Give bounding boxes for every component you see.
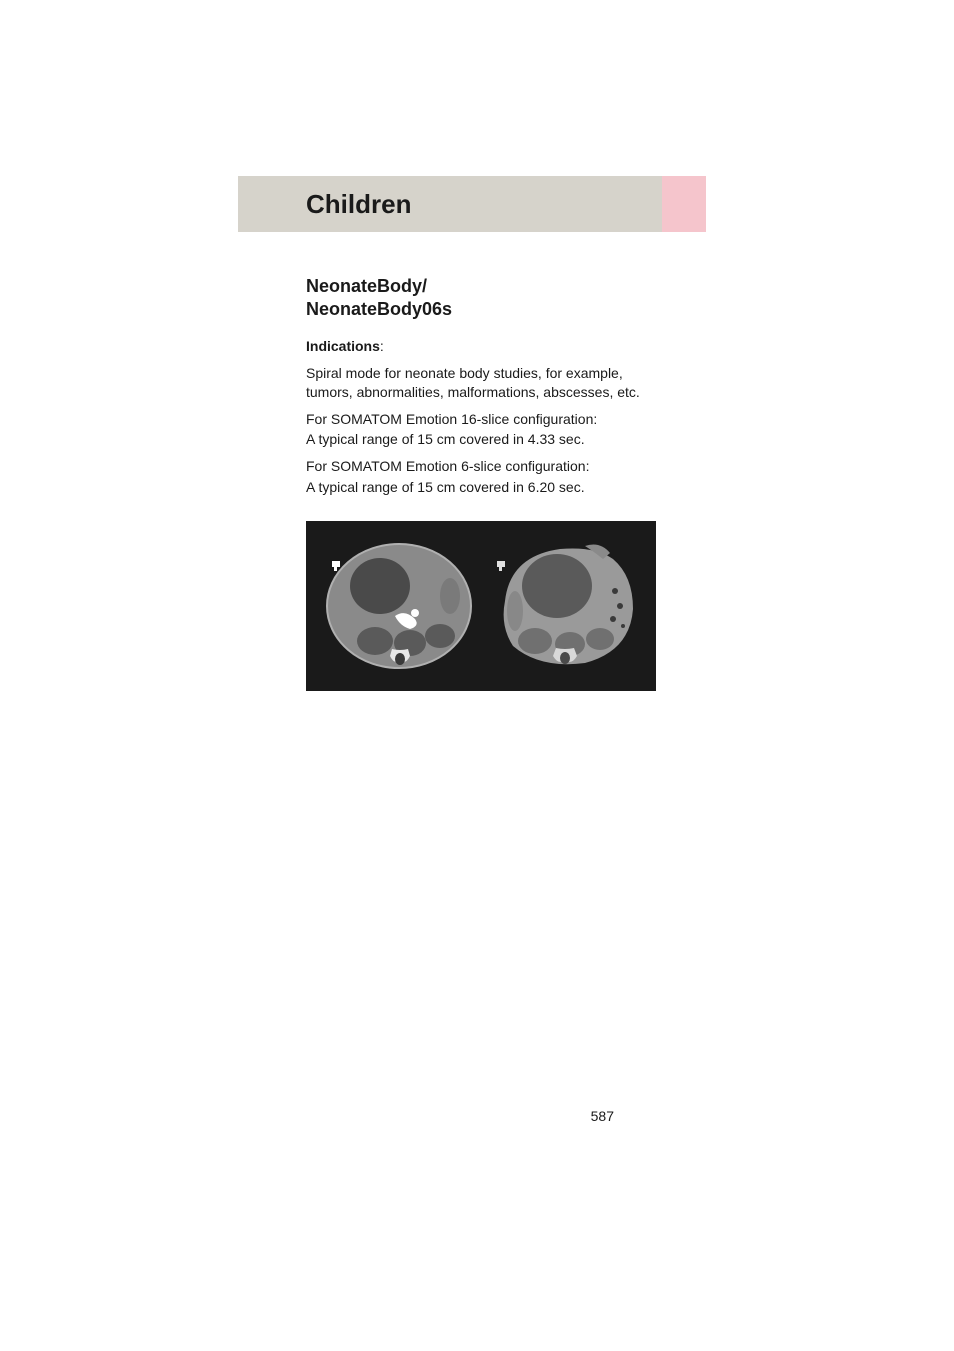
section-title-line1: NeonateBody/ bbox=[306, 276, 427, 296]
body-paragraph-4: For SOMATOM Emotion 6-slice configuratio… bbox=[306, 457, 656, 476]
indications-colon: : bbox=[380, 338, 384, 354]
ct-scan-left bbox=[320, 531, 478, 681]
body-paragraph-1: Spiral mode for neonate body studies, fo… bbox=[306, 364, 656, 402]
content-area: NeonateBody/ NeonateBody06s Indications:… bbox=[306, 275, 656, 691]
indications-row: Indications: bbox=[306, 338, 656, 356]
chapter-header-pink-accent bbox=[662, 176, 706, 232]
ct-scan-right bbox=[485, 531, 643, 681]
section-title: NeonateBody/ NeonateBody06s bbox=[306, 275, 656, 322]
section-title-line2: NeonateBody06s bbox=[306, 299, 452, 319]
ct-scan-right-svg bbox=[485, 531, 643, 681]
body-paragraph-5: A typical range of 15 cm covered in 6.20… bbox=[306, 478, 656, 497]
chapter-title: Children bbox=[306, 189, 411, 220]
ct-scan-left-svg bbox=[320, 531, 478, 681]
page-number: 587 bbox=[591, 1108, 614, 1124]
chapter-header-gray-bg: Children bbox=[238, 176, 662, 232]
indications-label: Indications bbox=[306, 338, 380, 354]
body-paragraph-2: For SOMATOM Emotion 16-slice configurati… bbox=[306, 410, 656, 429]
body-paragraph-3: A typical range of 15 cm covered in 4.33… bbox=[306, 430, 656, 449]
chapter-header-band: Children bbox=[238, 176, 706, 232]
ct-scan-images-container bbox=[306, 521, 656, 691]
